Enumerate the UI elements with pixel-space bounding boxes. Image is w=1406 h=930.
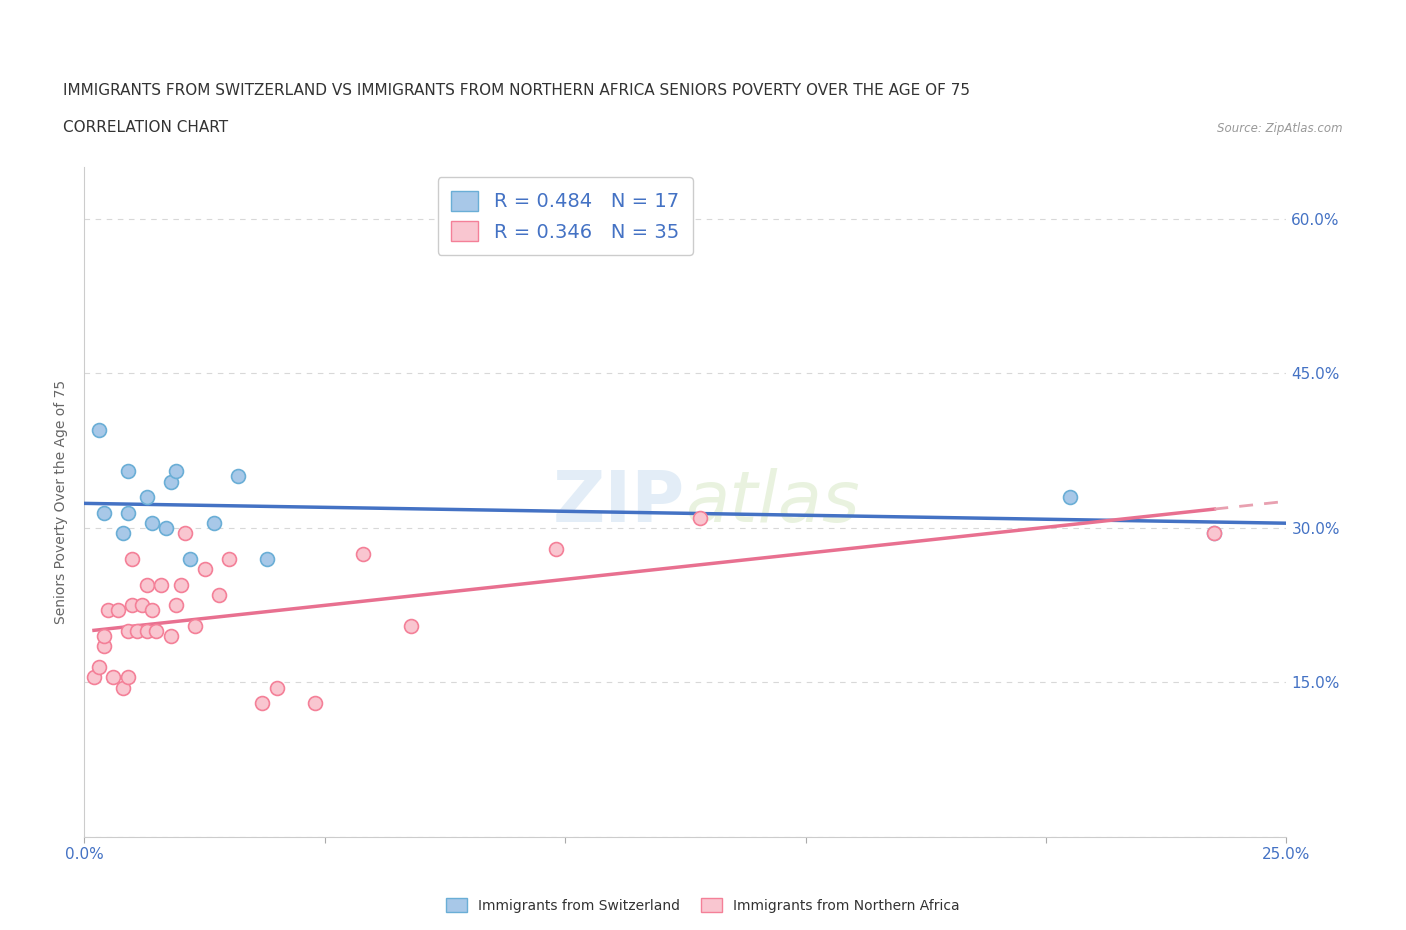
Point [1204, 525, 1226, 540]
Text: atlas: atlas [686, 468, 860, 537]
Point [117, 505, 139, 520]
Point [141, 603, 163, 618]
Text: CORRELATION CHART: CORRELATION CHART [63, 120, 228, 135]
Point [103, 670, 125, 684]
Point [131, 598, 153, 613]
Point [155, 521, 177, 536]
Point [1059, 489, 1081, 504]
Point [121, 598, 143, 613]
Y-axis label: Seniors Poverty Over the Age of 75: Seniors Poverty Over the Age of 75 [55, 380, 69, 624]
Point [401, 618, 423, 633]
Point [266, 680, 288, 695]
Point [218, 551, 240, 566]
Point [117, 623, 139, 638]
Point [127, 623, 149, 638]
Point [107, 603, 129, 618]
Point [194, 562, 217, 577]
Point [174, 525, 197, 540]
Text: ZIP: ZIP [553, 468, 686, 537]
Point [145, 623, 167, 638]
Point [135, 489, 157, 504]
Point [93, 639, 115, 654]
Point [111, 525, 134, 540]
Point [160, 629, 183, 644]
Point [184, 618, 207, 633]
Point [1204, 525, 1226, 540]
Point [150, 578, 173, 592]
Point [117, 670, 139, 684]
Legend: R = 0.484   N = 17, R = 0.346   N = 35: R = 0.484 N = 17, R = 0.346 N = 35 [437, 177, 693, 255]
Legend: Immigrants from Switzerland, Immigrants from Northern Africa: Immigrants from Switzerland, Immigrants … [440, 893, 966, 919]
Point [87, 659, 110, 674]
Point [83, 670, 105, 684]
Point [352, 546, 374, 561]
Point [135, 623, 157, 638]
Point [226, 469, 249, 484]
Point [169, 578, 191, 592]
Point [135, 578, 157, 592]
Point [97, 603, 120, 618]
Point [160, 474, 183, 489]
Point [202, 515, 225, 530]
Point [165, 598, 187, 613]
Point [141, 515, 163, 530]
Point [93, 505, 115, 520]
Point [93, 629, 115, 644]
Point [256, 551, 278, 566]
Point [252, 696, 274, 711]
Point [117, 464, 139, 479]
Point [179, 551, 201, 566]
Point [121, 551, 143, 566]
Point [208, 588, 231, 603]
Text: IMMIGRANTS FROM SWITZERLAND VS IMMIGRANTS FROM NORTHERN AFRICA SENIORS POVERTY O: IMMIGRANTS FROM SWITZERLAND VS IMMIGRANT… [63, 83, 970, 98]
Point [165, 464, 187, 479]
Point [111, 680, 134, 695]
Point [87, 422, 110, 437]
Point [544, 541, 567, 556]
Point [689, 511, 711, 525]
Point [304, 696, 326, 711]
Text: Source: ZipAtlas.com: Source: ZipAtlas.com [1218, 122, 1343, 135]
